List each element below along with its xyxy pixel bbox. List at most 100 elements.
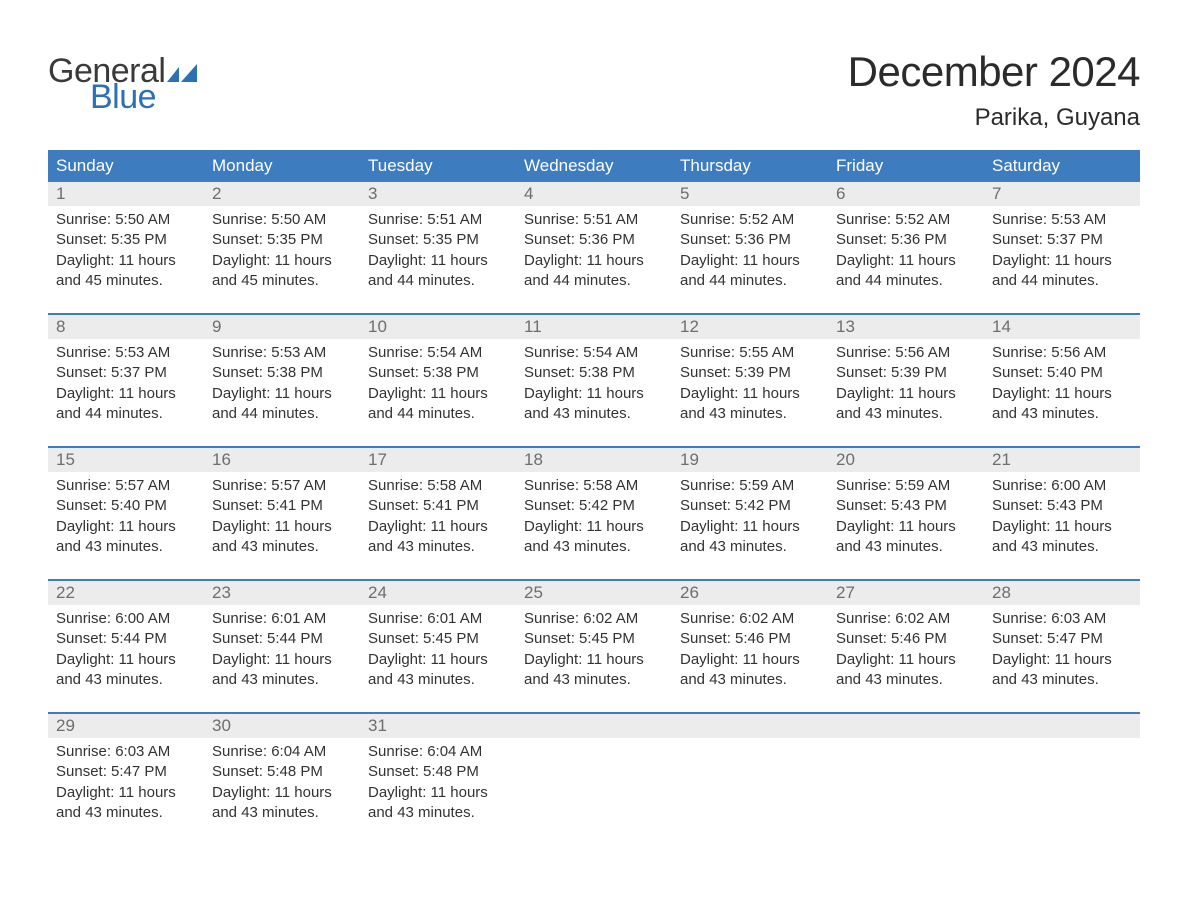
day-header: Friday — [828, 150, 984, 182]
day-cell: 15Sunrise: 5:57 AMSunset: 5:40 PMDayligh… — [48, 448, 204, 561]
sunrise-line: Sunrise: 5:59 AM — [836, 476, 978, 496]
day-number: 21 — [992, 450, 1011, 469]
day-number: 20 — [836, 450, 855, 469]
daynum-row — [828, 714, 984, 738]
sunset-line: Sunset: 5:45 PM — [368, 629, 510, 649]
day-body: Sunrise: 5:59 AMSunset: 5:43 PMDaylight:… — [828, 472, 984, 561]
daylight-line-1: Daylight: 11 hours — [212, 251, 354, 271]
day-body: Sunrise: 5:53 AMSunset: 5:37 PMDaylight:… — [984, 206, 1140, 295]
day-number: 11 — [524, 317, 542, 336]
sunrise-line: Sunrise: 6:04 AM — [212, 742, 354, 762]
sunset-line: Sunset: 5:43 PM — [836, 496, 978, 516]
daynum-row: 21 — [984, 448, 1140, 472]
day-cell: 30Sunrise: 6:04 AMSunset: 5:48 PMDayligh… — [204, 714, 360, 827]
day-cell: 25Sunrise: 6:02 AMSunset: 5:45 PMDayligh… — [516, 581, 672, 694]
sunrise-line: Sunrise: 5:57 AM — [56, 476, 198, 496]
daylight-line-2: and 43 minutes. — [368, 670, 510, 690]
daylight-line-1: Daylight: 11 hours — [368, 251, 510, 271]
day-body: Sunrise: 6:04 AMSunset: 5:48 PMDaylight:… — [204, 738, 360, 827]
daylight-line-1: Daylight: 11 hours — [680, 384, 822, 404]
day-cell: 28 Sunrise: 6:03 AMSunset: 5:47 PMDayligh… — [984, 581, 1140, 694]
daynum-row: 5 — [672, 182, 828, 206]
daylight-line-1: Daylight: 11 hours — [836, 384, 978, 404]
daynum-row: 18 — [516, 448, 672, 472]
sunset-line: Sunset: 5:36 PM — [680, 230, 822, 250]
daylight-line-2: and 43 minutes. — [368, 537, 510, 557]
sunset-line: Sunset: 5:47 PM — [992, 629, 1134, 649]
sunrise-line: Sunrise: 5:59 AM — [680, 476, 822, 496]
day-number: 6 — [836, 184, 845, 203]
sunrise-line: Sunrise: 5:56 AM — [836, 343, 978, 363]
daylight-line-1: Daylight: 11 hours — [836, 650, 978, 670]
calendar: SundayMondayTuesdayWednesdayThursdayFrid… — [48, 150, 1140, 827]
sunrise-line: Sunrise: 5:51 AM — [524, 210, 666, 230]
daylight-line-1: Daylight: 11 hours — [680, 517, 822, 537]
daylight-line-2: and 43 minutes. — [992, 670, 1134, 690]
day-body: Sunrise: 6:03 AMSunset: 5:47 PMDaylight:… — [48, 738, 204, 827]
day-number: 2 — [212, 184, 221, 203]
daynum-row: 6 — [828, 182, 984, 206]
daylight-line-1: Daylight: 11 hours — [56, 517, 198, 537]
day-body: Sunrise: 6:03 AMSunset: 5:47 PMDaylight:… — [984, 605, 1140, 694]
daylight-line-1: Daylight: 11 hours — [368, 650, 510, 670]
daylight-line-1: Daylight: 11 hours — [992, 384, 1134, 404]
sunset-line: Sunset: 5:43 PM — [992, 496, 1134, 516]
day-body: Sunrise: 5:50 AMSunset: 5:35 PMDaylight:… — [48, 206, 204, 295]
daylight-line-1: Daylight: 11 hours — [680, 251, 822, 271]
daynum-row: 25 — [516, 581, 672, 605]
day-body: Sunrise: 5:55 AMSunset: 5:39 PMDaylight:… — [672, 339, 828, 428]
day-cell: 6 Sunrise: 5:52 AMSunset: 5:36 PMDaylight… — [828, 182, 984, 295]
day-body: Sunrise: 5:52 AMSunset: 5:36 PMDaylight:… — [828, 206, 984, 295]
daylight-line-2: and 44 minutes. — [368, 271, 510, 291]
day-header: Wednesday — [516, 150, 672, 182]
week-row: 8Sunrise: 5:53 AMSunset: 5:37 PMDaylight… — [48, 313, 1140, 428]
day-body: Sunrise: 5:58 AMSunset: 5:42 PMDaylight:… — [516, 472, 672, 561]
sunrise-line: Sunrise: 6:00 AM — [992, 476, 1134, 496]
day-header: Sunday — [48, 150, 204, 182]
day-header-row: SundayMondayTuesdayWednesdayThursdayFrid… — [48, 150, 1140, 182]
day-body: Sunrise: 5:59 AMSunset: 5:42 PMDaylight:… — [672, 472, 828, 561]
title-block: December 2024 Parika, Guyana — [848, 48, 1140, 132]
month-title: December 2024 — [848, 48, 1140, 96]
sunrise-line: Sunrise: 5:51 AM — [368, 210, 510, 230]
daylight-line-2: and 44 minutes. — [212, 404, 354, 424]
daylight-line-2: and 43 minutes. — [524, 670, 666, 690]
day-cell: 7Sunrise: 5:53 AMSunset: 5:37 PMDaylight… — [984, 182, 1140, 295]
daynum-row: 26 — [672, 581, 828, 605]
day-header: Tuesday — [360, 150, 516, 182]
daynum-row: 31 — [360, 714, 516, 738]
sunset-line: Sunset: 5:38 PM — [212, 363, 354, 383]
daylight-line-1: Daylight: 11 hours — [56, 783, 198, 803]
daylight-line-1: Daylight: 11 hours — [836, 251, 978, 271]
daylight-line-1: Daylight: 11 hours — [524, 650, 666, 670]
day-cell: 1Sunrise: 5:50 AMSunset: 5:35 PMDaylight… — [48, 182, 204, 295]
day-number: 31 — [368, 716, 387, 735]
empty-cell — [828, 714, 984, 827]
sunrise-line: Sunrise: 6:03 AM — [56, 742, 198, 762]
sunset-line: Sunset: 5:37 PM — [56, 363, 198, 383]
daynum-row: 3 — [360, 182, 516, 206]
daylight-line-2: and 43 minutes. — [524, 537, 666, 557]
day-number: 15 — [56, 450, 75, 469]
daylight-line-2: and 43 minutes. — [56, 537, 198, 557]
daylight-line-2: and 45 minutes. — [56, 271, 198, 291]
daynum-row: 2 — [204, 182, 360, 206]
day-cell: 3Sunrise: 5:51 AMSunset: 5:35 PMDaylight… — [360, 182, 516, 295]
daynum-row: 12 — [672, 315, 828, 339]
daylight-line-2: and 43 minutes. — [992, 537, 1134, 557]
sunset-line: Sunset: 5:38 PM — [368, 363, 510, 383]
sunset-line: Sunset: 5:36 PM — [836, 230, 978, 250]
daylight-line-1: Daylight: 11 hours — [992, 251, 1134, 271]
day-body: Sunrise: 5:54 AMSunset: 5:38 PMDaylight:… — [360, 339, 516, 428]
sunrise-line: Sunrise: 6:02 AM — [836, 609, 978, 629]
day-cell: 14Sunrise: 5:56 AMSunset: 5:40 PMDayligh… — [984, 315, 1140, 428]
day-number: 25 — [524, 583, 543, 602]
daylight-line-2: and 43 minutes. — [836, 537, 978, 557]
day-body: Sunrise: 5:56 AMSunset: 5:39 PMDaylight:… — [828, 339, 984, 428]
daynum-row — [984, 714, 1140, 738]
daylight-line-2: and 43 minutes. — [524, 404, 666, 424]
day-number: 28 — [992, 583, 1011, 602]
day-cell: 8Sunrise: 5:53 AMSunset: 5:37 PMDaylight… — [48, 315, 204, 428]
sunrise-line: Sunrise: 6:04 AM — [368, 742, 510, 762]
day-header: Saturday — [984, 150, 1140, 182]
